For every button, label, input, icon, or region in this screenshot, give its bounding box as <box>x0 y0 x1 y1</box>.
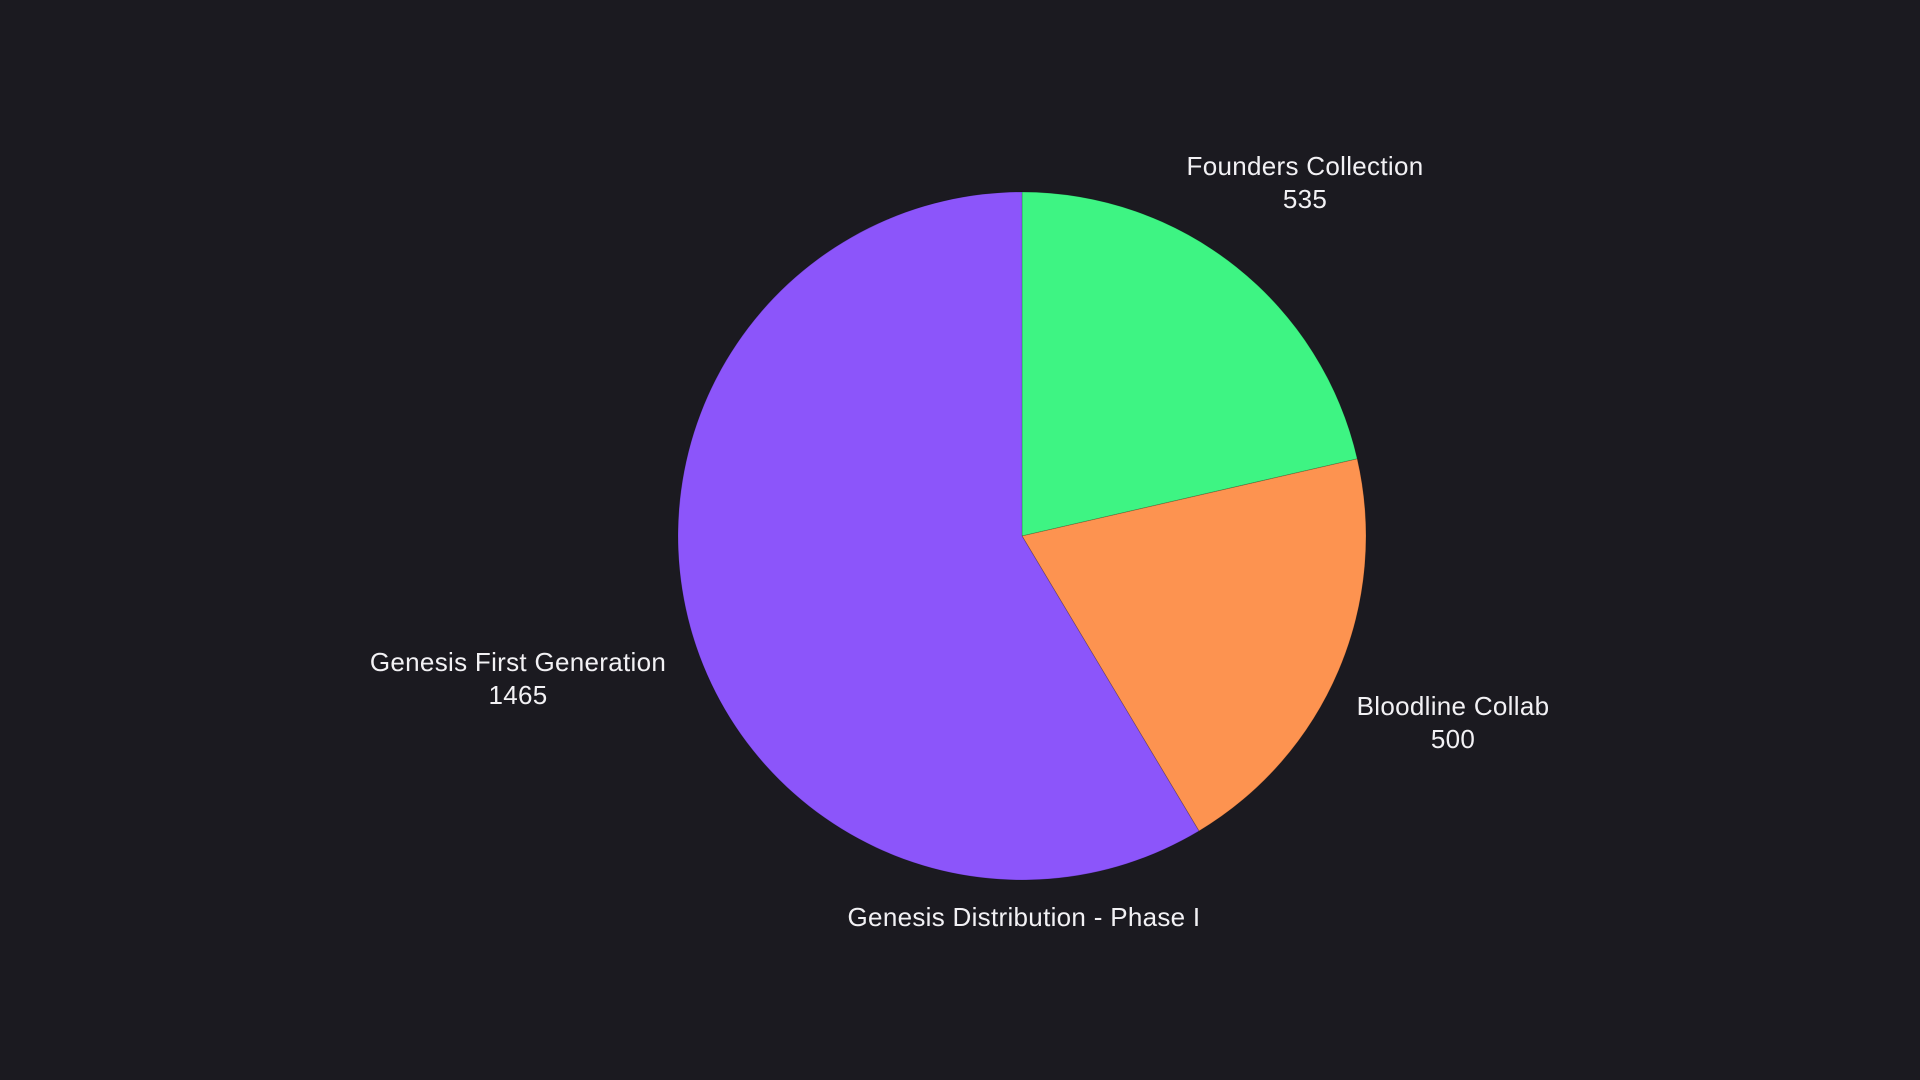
pie-slice-bloodline-collab <box>1021 458 1367 832</box>
slice-name-text: Founders Collection <box>1186 151 1424 181</box>
slice-label-bloodline-collab: Bloodline Collab 500 <box>1357 690 1550 756</box>
pie-slices-group <box>677 191 1367 881</box>
slice-name-text: Bloodline Collab <box>1356 691 1550 721</box>
slice-value-text: 500 <box>1430 724 1476 754</box>
pie-slice-founders-collection <box>1021 191 1358 537</box>
chart-title: Genesis Distribution - Phase I <box>847 902 1201 932</box>
pie-slice-genesis-first-generation <box>677 191 1200 881</box>
slice-value-text: 535 <box>1282 184 1328 214</box>
slice-value-text: 1465 <box>488 680 548 710</box>
slice-name-text: Genesis First Generation <box>369 647 667 677</box>
slice-label-founders-collection: Founders Collection 535 <box>1187 150 1424 216</box>
slice-label-genesis-first-generation: Genesis First Generation 1465 <box>370 646 666 712</box>
